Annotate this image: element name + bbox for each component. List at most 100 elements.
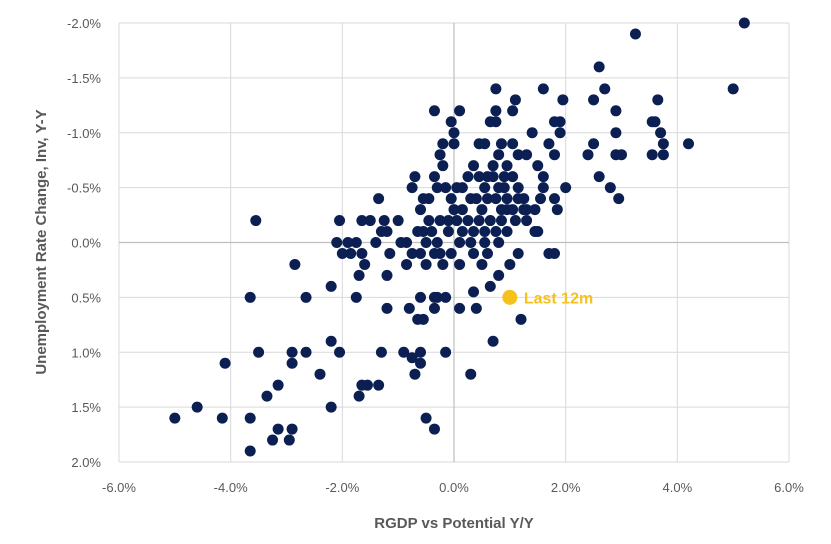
data-point: [493, 149, 505, 161]
data-point: [462, 215, 474, 227]
data-point: [479, 237, 491, 248]
data-point: [593, 171, 605, 183]
data-point: [445, 116, 457, 128]
data-point: [532, 160, 544, 172]
x-axis-title: RGDP vs Potential Y/Y: [374, 515, 534, 532]
data-point: [398, 346, 410, 358]
data-point: [509, 215, 521, 227]
data-point: [286, 423, 298, 435]
data-point: [479, 138, 491, 150]
y-tick-label: -1.0%: [67, 126, 101, 141]
data-point: [554, 127, 566, 139]
data-point: [738, 17, 750, 29]
data-point: [334, 346, 346, 358]
data-point: [169, 412, 181, 424]
data-point: [423, 215, 435, 227]
data-point: [445, 193, 457, 205]
data-point: [543, 138, 555, 150]
data-point: [412, 226, 424, 238]
x-tick-label: 4.0%: [663, 480, 693, 495]
y-tick-label: 1.0%: [71, 345, 101, 360]
data-point: [521, 149, 533, 161]
data-point: [454, 237, 466, 248]
highlight-point: [502, 289, 518, 305]
data-point: [445, 247, 457, 259]
data-point: [381, 269, 393, 281]
x-tick-label: -6.0%: [102, 480, 136, 495]
data-point: [406, 352, 418, 364]
data-point: [244, 412, 256, 424]
data-point: [529, 204, 541, 216]
data-point: [428, 171, 440, 183]
data-point: [610, 105, 622, 117]
tick-labels: -6.0% -4.0% -2.0% 0.0% 2.0% 4.0% 6.0% -2.0% -1.5…: [67, 16, 804, 495]
data-point: [375, 346, 387, 358]
data-point: [420, 412, 432, 424]
data-point: [512, 247, 524, 259]
data-point: [454, 302, 466, 314]
data-point: [484, 280, 496, 292]
data-point: [336, 247, 348, 259]
data-point: [482, 247, 493, 259]
data-point: [470, 193, 482, 205]
x-tick-label: -4.0%: [214, 480, 248, 495]
data-point: [448, 127, 460, 139]
data-point: [289, 258, 301, 270]
data-point: [512, 193, 524, 205]
data-point: [629, 28, 641, 40]
data-point: [604, 182, 616, 194]
data-point: [655, 127, 667, 139]
data-point: [537, 182, 549, 194]
data-point: [325, 401, 337, 413]
data-point: [588, 138, 600, 150]
data-point: [437, 138, 449, 150]
data-point: [549, 193, 560, 205]
data-point: [325, 335, 337, 347]
data-point: [487, 335, 499, 347]
data-point: [191, 401, 203, 413]
data-point: [683, 138, 694, 150]
data-point: [300, 291, 312, 303]
data-point: [482, 193, 493, 205]
data-point: [428, 105, 440, 117]
data-point: [515, 313, 527, 325]
data-point: [286, 346, 298, 358]
data-point: [415, 291, 426, 303]
data-point: [442, 226, 454, 238]
data-point: [267, 434, 279, 446]
data-point: [487, 160, 499, 172]
data-point: [350, 237, 362, 248]
data-point: [493, 269, 505, 281]
highlight-label: Last 12m: [524, 290, 593, 307]
data-points: [169, 17, 750, 457]
data-point: [403, 302, 415, 314]
data-point: [409, 171, 421, 183]
data-point: [468, 160, 480, 172]
data-point: [440, 291, 452, 303]
data-point: [557, 94, 569, 106]
data-point: [476, 258, 488, 270]
data-point: [454, 105, 466, 117]
data-point: [490, 226, 502, 238]
data-point: [537, 83, 549, 95]
data-point: [395, 237, 407, 248]
y-tick-label: -2.0%: [67, 16, 101, 31]
data-point: [401, 258, 413, 270]
data-point: [325, 280, 337, 292]
data-point: [250, 215, 262, 227]
data-point: [468, 247, 480, 259]
data-point: [216, 412, 228, 424]
data-point: [356, 215, 368, 227]
data-point: [529, 226, 541, 238]
data-point: [588, 94, 600, 106]
data-point: [431, 182, 443, 194]
data-point: [507, 105, 519, 117]
data-point: [504, 258, 516, 270]
data-point: [434, 149, 446, 161]
x-tick-label: 0.0%: [439, 480, 469, 495]
data-point: [549, 116, 560, 128]
data-point: [359, 258, 371, 270]
y-tick-label: 0.0%: [71, 236, 101, 251]
data-point: [434, 215, 446, 227]
